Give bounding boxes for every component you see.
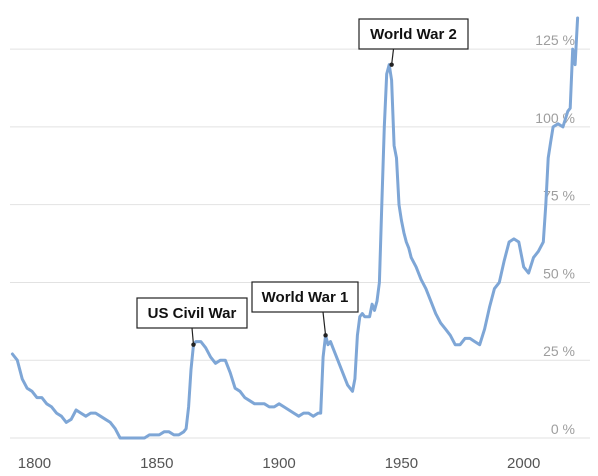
annotation-leader-line	[391, 48, 395, 65]
annotation-label: World War 2	[370, 26, 457, 43]
y-tick-label: 75 %	[543, 188, 575, 204]
annotations: US Civil War World War 1 World War 2	[136, 18, 469, 347]
annotation-marker	[389, 62, 394, 67]
annotation-marker	[191, 342, 196, 347]
annotation-label: World War 1	[262, 289, 349, 306]
x-tick-label: 1850	[140, 455, 173, 472]
y-axis-tick-labels: 0 %25 %50 %75 %100 %125 %	[535, 32, 575, 437]
x-tick-label: 2000	[507, 455, 540, 472]
annotation-box	[358, 18, 469, 50]
annotation-us-civil-war: US Civil War	[136, 297, 248, 347]
series-line-0	[10, 16, 580, 440]
annotation-label: US Civil War	[148, 305, 237, 322]
annotation-leader-line	[191, 327, 195, 345]
annotation-box	[136, 297, 248, 329]
gridlines	[10, 48, 590, 439]
y-tick-label: 25 %	[543, 343, 575, 359]
annotation-marker	[323, 333, 328, 338]
series-layer	[10, 16, 580, 440]
y-tick-label: 125 %	[535, 32, 575, 48]
annotation-world-war-1: World War 1	[251, 281, 359, 338]
annotation-world-war-2: World War 2	[358, 18, 469, 67]
x-axis-tick-labels: 1800 1850 1900 1950 2000	[18, 455, 541, 472]
x-tick-label: 1900	[262, 455, 295, 472]
annotation-box	[251, 281, 359, 313]
annotation-leader-line	[322, 311, 327, 336]
x-tick-label: 1800	[18, 455, 51, 472]
y-tick-label: 50 %	[543, 265, 575, 281]
y-tick-label: 0 %	[551, 421, 575, 437]
x-tick-label: 1950	[385, 455, 418, 472]
